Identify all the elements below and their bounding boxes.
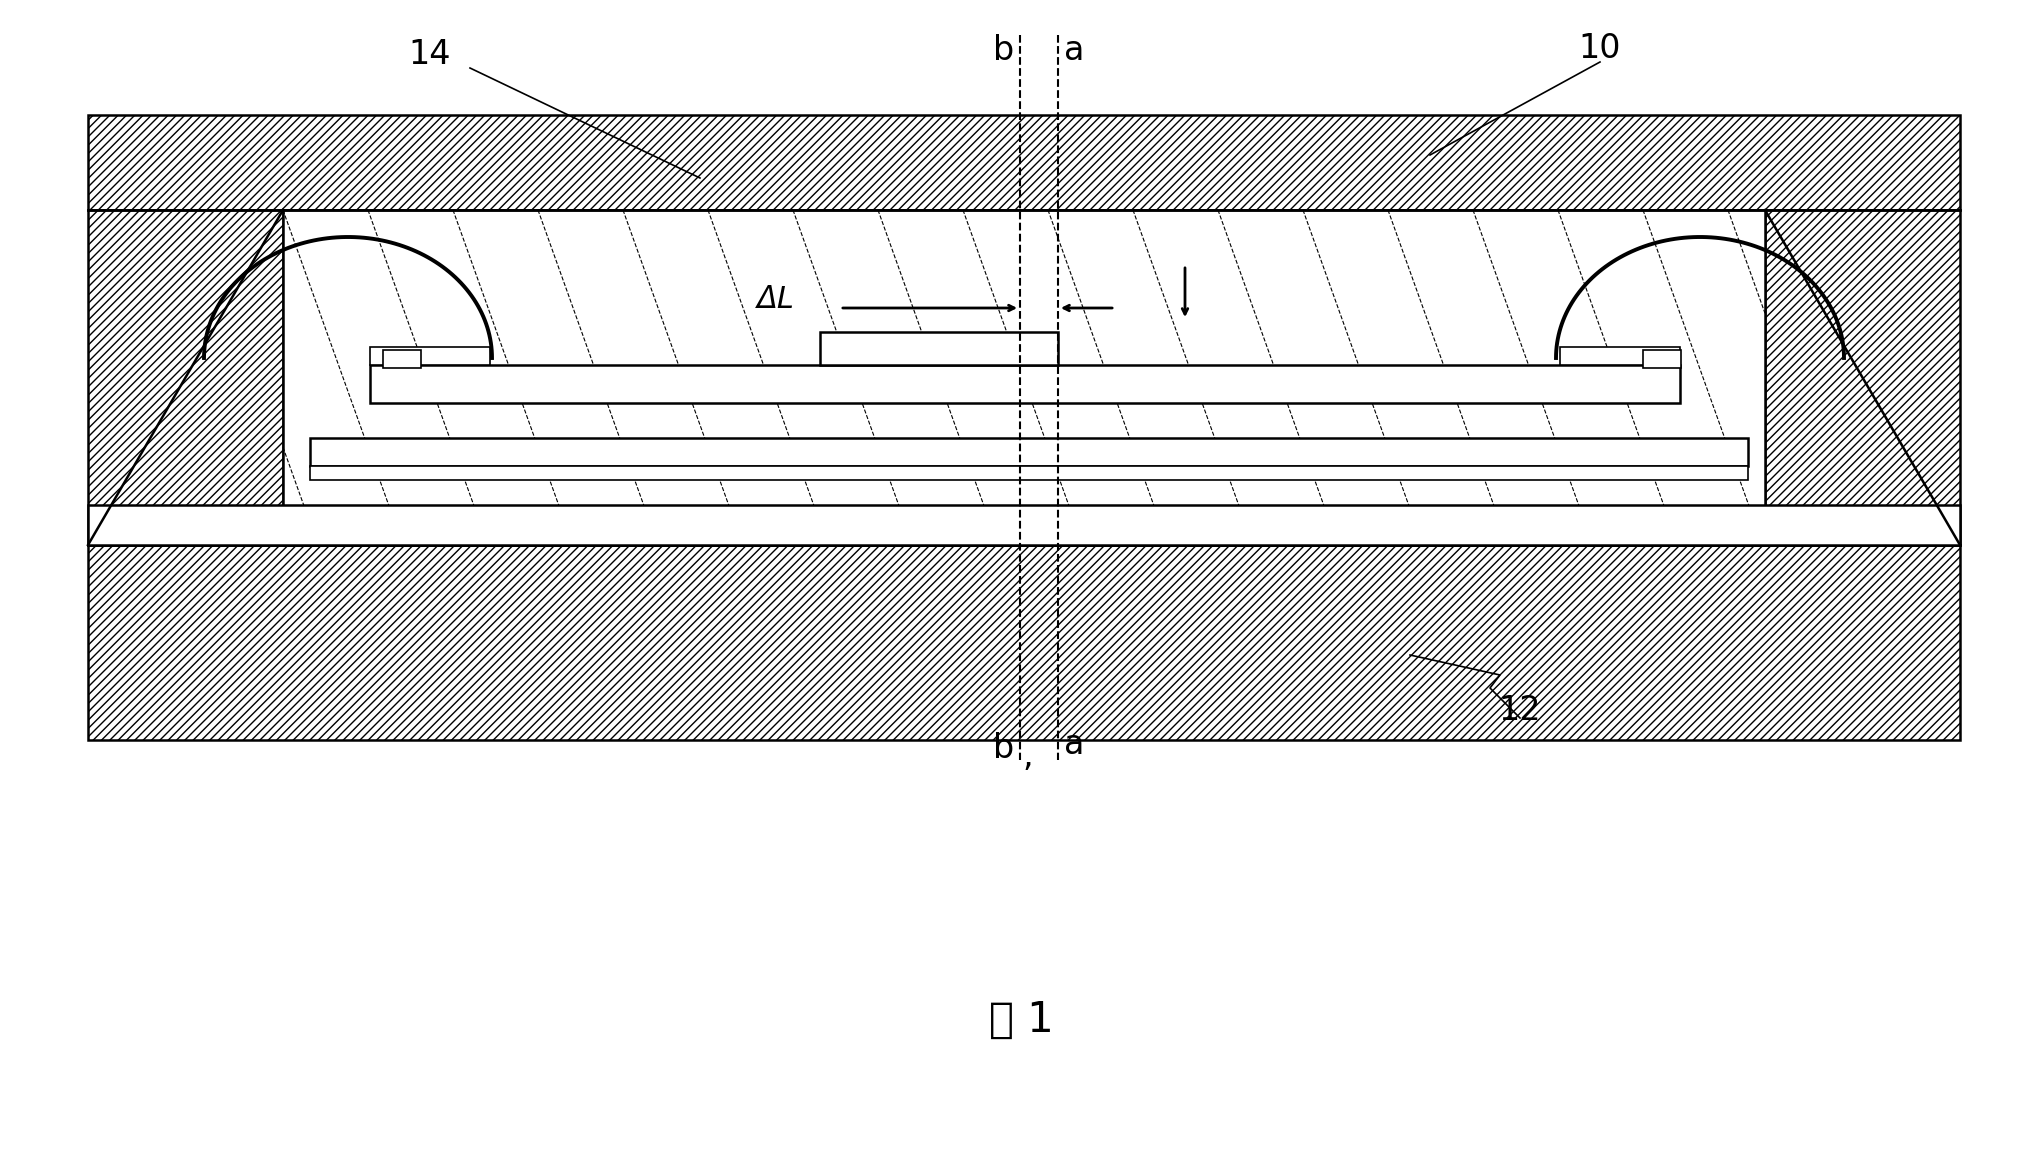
Polygon shape (88, 210, 284, 544)
Text: b: b (992, 34, 1015, 67)
Text: ,: , (1021, 740, 1033, 772)
Text: b: b (992, 732, 1015, 764)
Bar (370, 347, 490, 365)
Bar (310, 466, 1748, 480)
Text: 10: 10 (1578, 31, 1621, 65)
Bar (88, 114, 1960, 210)
Bar (88, 544, 1960, 740)
Bar (88, 505, 1960, 544)
Bar (284, 210, 1764, 544)
Bar (310, 438, 1748, 466)
Text: 12: 12 (1499, 694, 1542, 726)
Bar (384, 350, 421, 368)
Text: 14: 14 (408, 38, 451, 72)
Text: ΔL: ΔL (758, 286, 794, 314)
Text: 图 1: 图 1 (988, 999, 1054, 1042)
Text: a: a (1064, 728, 1084, 762)
Bar (1644, 350, 1681, 368)
Text: a: a (1064, 34, 1084, 67)
Polygon shape (1764, 210, 1960, 544)
Bar (370, 365, 1681, 403)
Bar (821, 332, 1058, 365)
Bar (1560, 347, 1681, 365)
